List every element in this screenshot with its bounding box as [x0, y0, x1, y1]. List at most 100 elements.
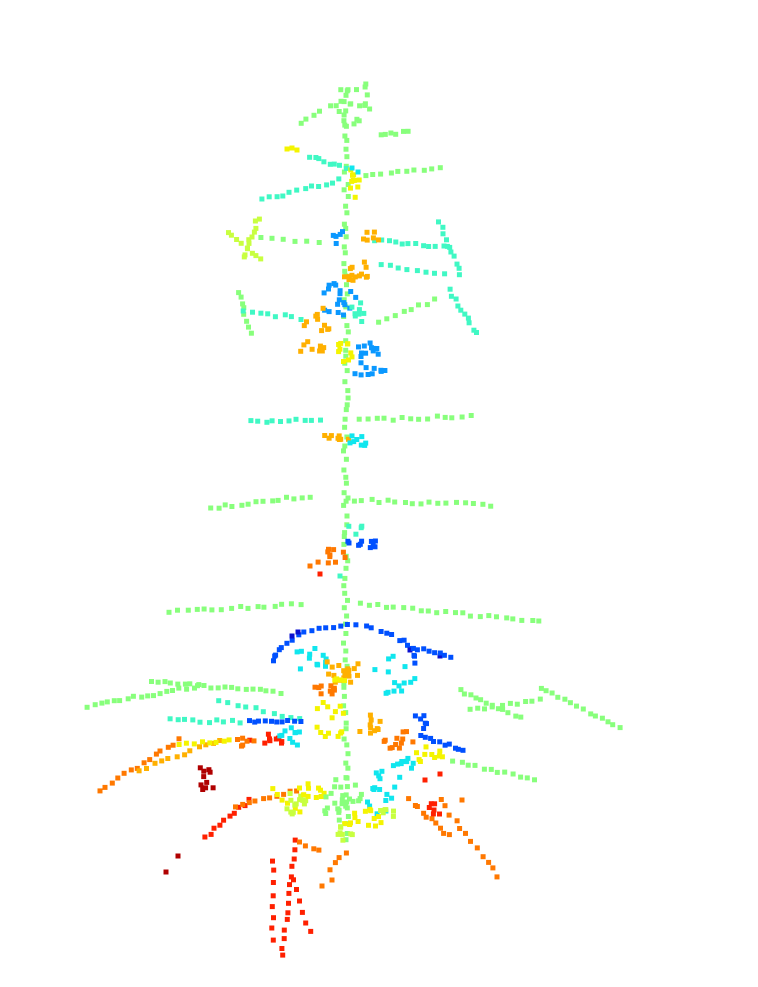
point [319, 348, 325, 354]
point [477, 614, 483, 620]
point [185, 607, 191, 613]
point [361, 236, 366, 242]
point [344, 402, 350, 408]
point [394, 735, 400, 741]
point [404, 729, 409, 735]
point [347, 822, 353, 827]
point [331, 161, 337, 167]
point [243, 704, 249, 710]
point [343, 353, 349, 359]
point [303, 186, 309, 192]
point [349, 832, 355, 838]
point [441, 243, 447, 249]
point [182, 716, 187, 722]
point [340, 837, 346, 843]
point [401, 128, 406, 134]
point [344, 154, 350, 160]
point [349, 304, 355, 310]
point [175, 681, 181, 687]
point [411, 167, 417, 173]
point [410, 645, 416, 651]
point [345, 194, 351, 199]
point [543, 688, 549, 694]
point [354, 437, 360, 442]
point [338, 87, 344, 93]
point [328, 103, 334, 109]
point [263, 688, 269, 694]
point [329, 715, 335, 721]
point [409, 765, 414, 771]
point [274, 792, 280, 797]
point [324, 659, 330, 665]
point [318, 417, 323, 423]
point [265, 311, 271, 317]
point [342, 555, 348, 560]
point [342, 590, 348, 596]
point [262, 740, 268, 746]
point [292, 837, 298, 843]
point [298, 602, 304, 608]
point [428, 735, 434, 741]
point [320, 652, 326, 658]
point [335, 301, 341, 307]
point [412, 660, 418, 666]
point [345, 388, 351, 394]
point [343, 146, 349, 152]
point [241, 305, 247, 311]
point [306, 785, 311, 791]
point [422, 777, 428, 783]
point [229, 504, 235, 509]
point [518, 774, 524, 780]
point [176, 685, 182, 691]
point [371, 365, 377, 371]
point [338, 824, 344, 830]
point [448, 654, 454, 660]
point [279, 719, 285, 725]
point [251, 229, 257, 235]
point [352, 313, 358, 319]
point [321, 345, 327, 351]
point [280, 236, 286, 242]
point [331, 625, 337, 631]
point [351, 172, 357, 178]
point [424, 302, 430, 308]
point [307, 651, 313, 657]
point [286, 890, 292, 896]
point [365, 799, 370, 805]
point [235, 686, 241, 692]
point [345, 329, 351, 335]
point [421, 810, 427, 816]
point [337, 231, 343, 237]
point [382, 368, 388, 373]
point [413, 241, 419, 246]
point [364, 92, 370, 98]
point [297, 898, 302, 904]
point [202, 834, 208, 840]
point [440, 231, 446, 237]
point [170, 688, 175, 693]
point [314, 706, 320, 712]
point [284, 494, 289, 500]
point [344, 291, 350, 297]
point [392, 499, 398, 505]
point [379, 237, 385, 243]
point [295, 629, 301, 635]
point [444, 237, 449, 243]
point [423, 269, 429, 275]
point [387, 238, 392, 244]
point [368, 725, 374, 731]
point [347, 101, 353, 107]
point [284, 806, 290, 812]
point [453, 296, 459, 302]
point [344, 341, 350, 347]
point [403, 759, 409, 765]
point [248, 330, 254, 336]
point [333, 233, 339, 239]
point [392, 784, 398, 790]
point [401, 680, 407, 686]
point [299, 909, 305, 915]
point [438, 797, 444, 802]
point [376, 814, 381, 820]
point [421, 726, 427, 731]
point [279, 946, 285, 951]
